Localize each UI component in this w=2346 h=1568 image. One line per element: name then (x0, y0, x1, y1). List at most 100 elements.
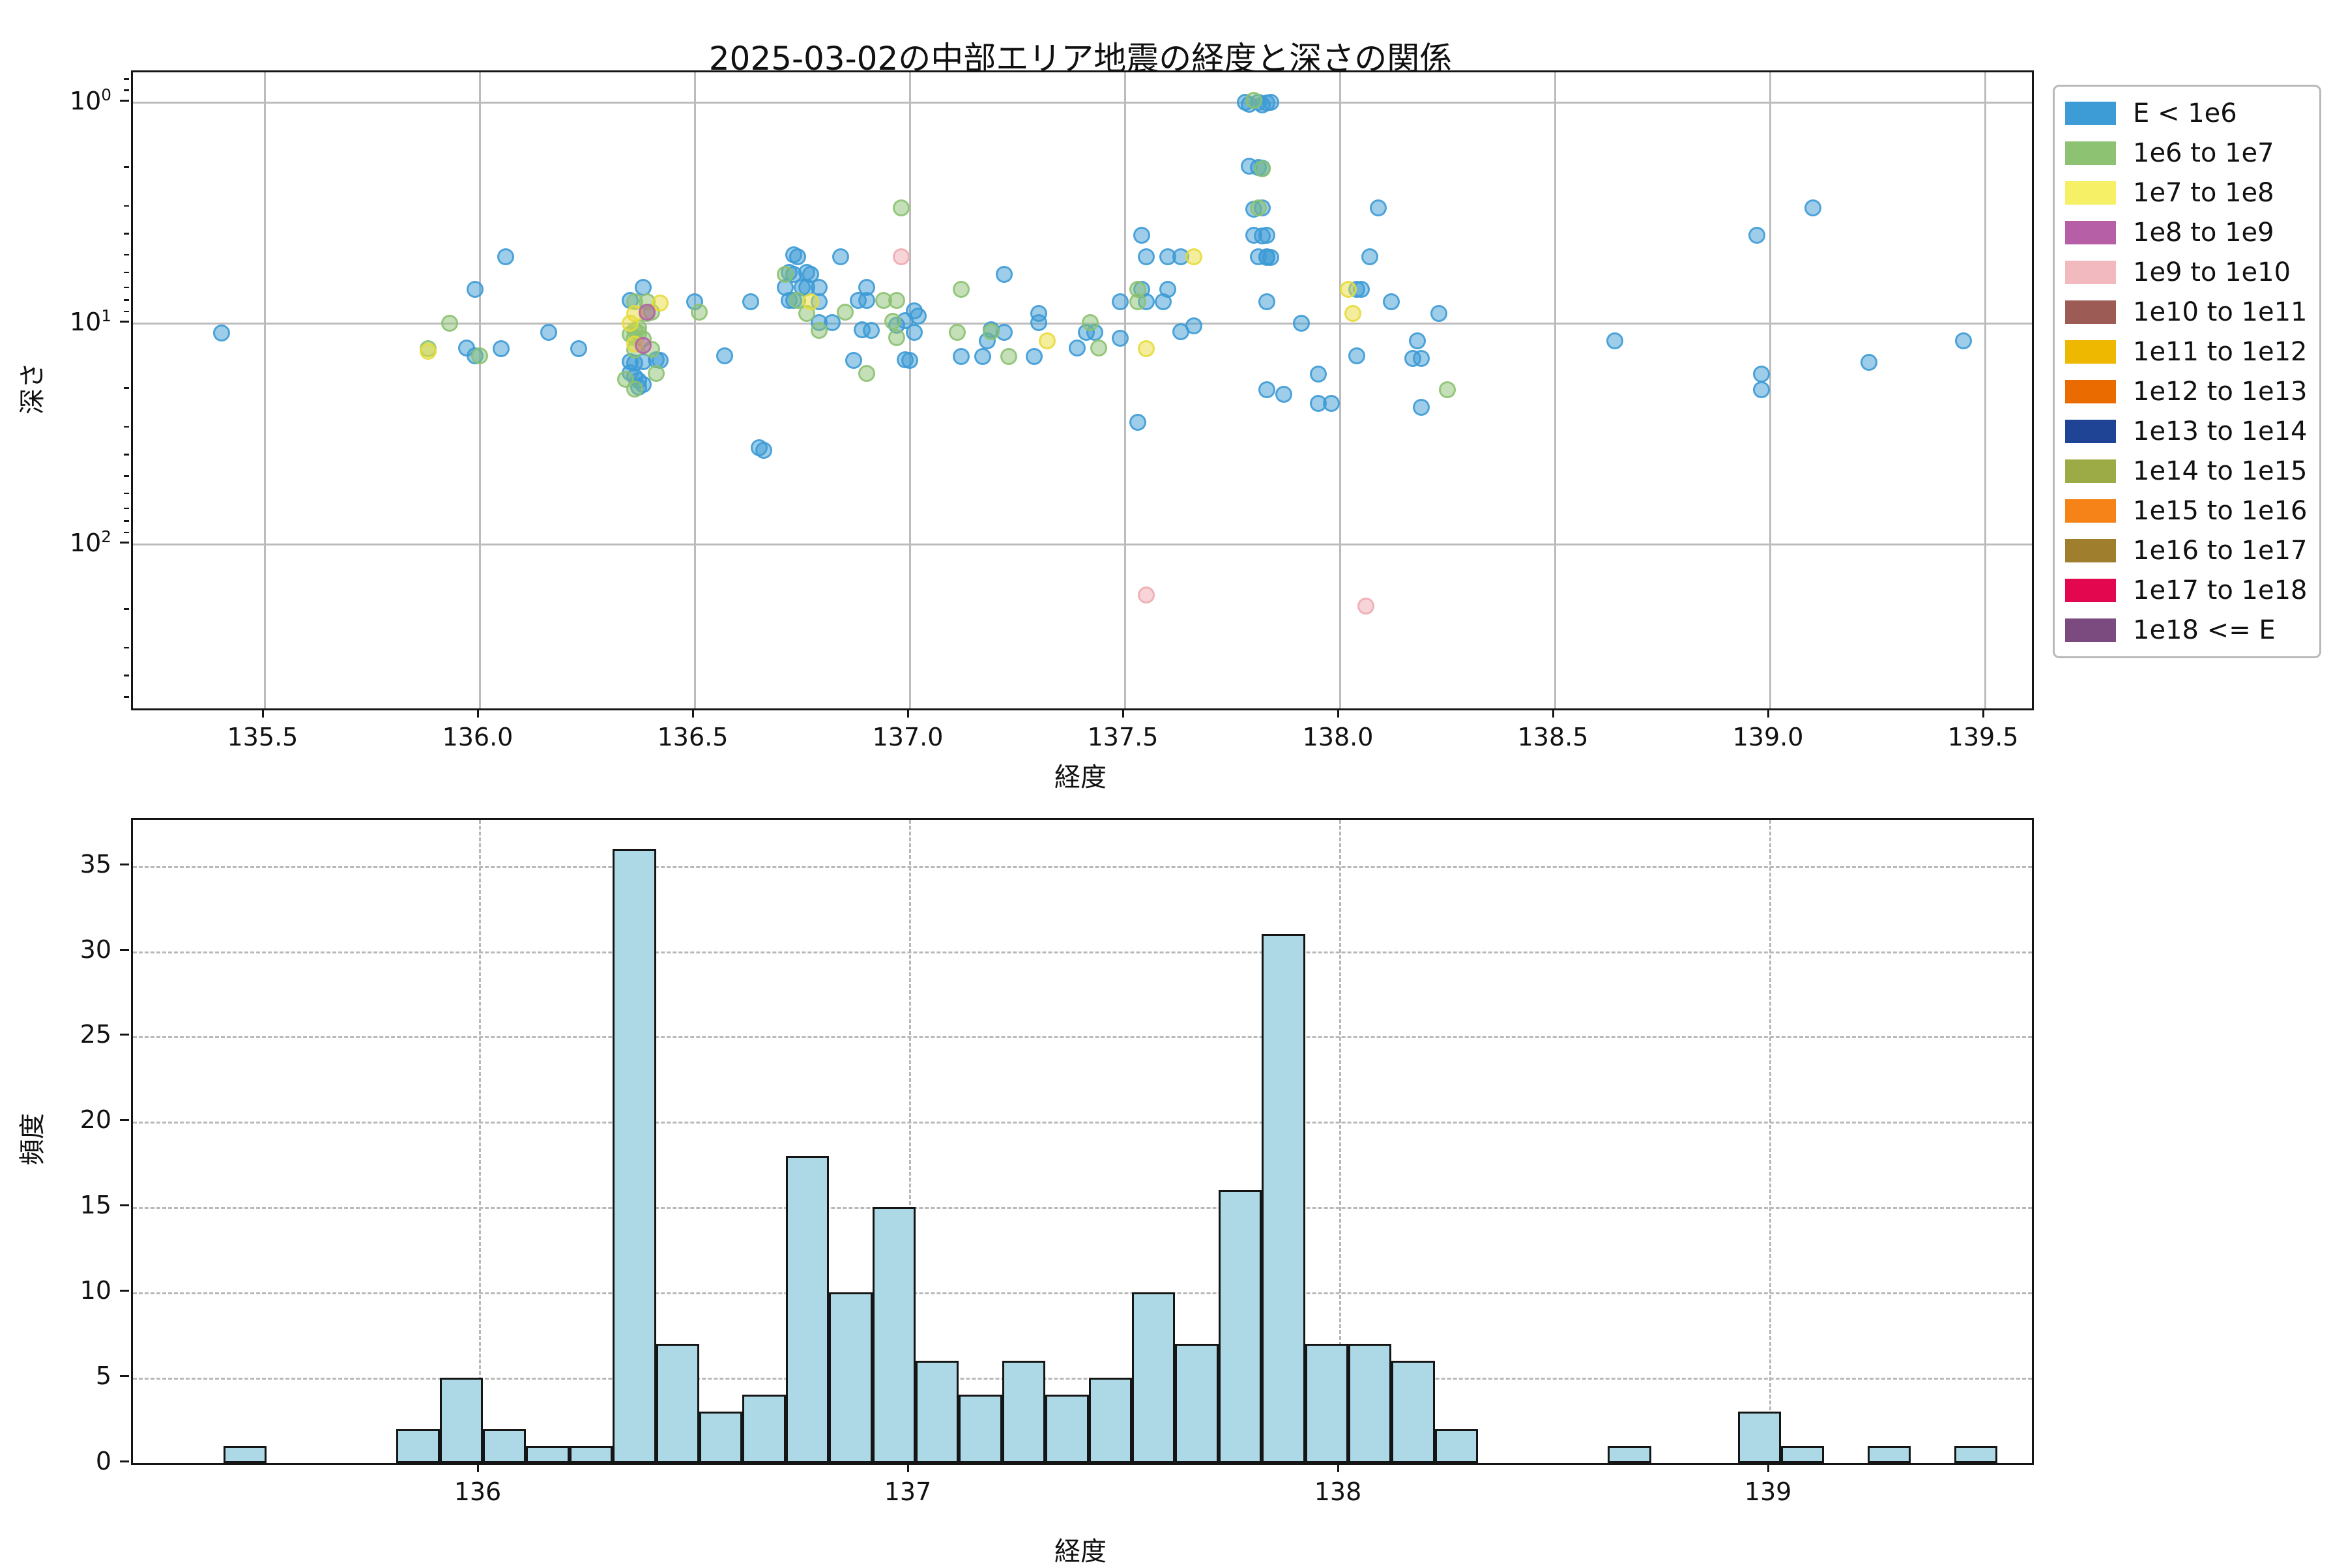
x-tick-mark (1982, 708, 1985, 718)
y-minor-tick-mark (124, 426, 129, 428)
scatter-point (716, 347, 734, 364)
y-minor-tick-mark (124, 78, 129, 80)
histogram-bar (1608, 1445, 1651, 1463)
histogram-bar (1002, 1360, 1046, 1463)
hist-y-tick-label: 30 (80, 935, 111, 964)
scatter-point (1292, 315, 1310, 332)
hist-y-gridline (133, 865, 2032, 868)
y-minor-tick-mark (124, 475, 129, 477)
x-gridline (1769, 72, 1772, 708)
scatter-point (1039, 332, 1056, 349)
hist-y-gridline (133, 1378, 2032, 1380)
legend-item-label: 1e13 to 1e14 (2133, 416, 2308, 446)
y-minor-tick-mark (124, 454, 129, 456)
scatter-point (1185, 317, 1202, 335)
scatter-point (836, 303, 854, 321)
hist-y-tick-label: 35 (80, 849, 111, 878)
legend-item-label: 1e14 to 1e15 (2133, 456, 2308, 486)
scatter-point (1804, 199, 1822, 216)
scatter-point (1752, 366, 1770, 383)
scatter-point (948, 324, 966, 341)
x-gridline (1339, 72, 1342, 708)
scatter-point (1112, 330, 1129, 347)
histogram-bar (1434, 1429, 1479, 1463)
legend-item-label: 1e10 to 1e11 (2133, 297, 2308, 327)
x-tick-label: 138.0 (1302, 723, 1374, 751)
legend-item-label: 1e11 to 1e12 (2133, 336, 2308, 367)
histogram-bar (872, 1207, 916, 1463)
scatter-point (441, 315, 458, 332)
histogram-bar (959, 1395, 1002, 1463)
scatter-xaxis-label: 経度 (1054, 762, 1107, 792)
scatter-point (1112, 293, 1129, 311)
x-gridline (909, 72, 911, 708)
scatter-point (953, 347, 970, 365)
y-tick-mark (120, 100, 129, 102)
x-tick-label: 137.0 (872, 723, 944, 751)
scatter-point (1129, 413, 1146, 431)
scatter-point (832, 248, 850, 265)
scatter-point (1185, 248, 1202, 265)
scatter-point (471, 347, 488, 364)
scatter-point (652, 295, 669, 312)
legend-swatch (2065, 618, 2116, 642)
x-gridline (1984, 72, 1987, 708)
y-minor-tick-mark (124, 387, 129, 389)
legend-item: E < 1e6 (2055, 94, 2319, 132)
x-tick-mark (691, 708, 694, 718)
hist-y-tick-mark (120, 1034, 129, 1036)
hist-x-tick-mark (907, 1463, 909, 1472)
scatter-point (1383, 293, 1400, 311)
scatter-point (901, 351, 918, 369)
histogram-bar (1867, 1445, 1911, 1463)
x-gridline (1124, 72, 1126, 708)
hist-x-gridline (478, 820, 481, 1463)
scatter-point (983, 323, 1000, 340)
y-minor-tick-mark (124, 507, 129, 510)
scatter-point (811, 322, 828, 340)
histogram-bar (1131, 1292, 1176, 1463)
histogram-bar (742, 1395, 786, 1463)
y-gridline (133, 544, 2032, 546)
histogram-bar (1391, 1360, 1435, 1463)
y-minor-tick-mark (124, 89, 129, 91)
legend-item-label: 1e15 to 1e16 (2133, 495, 2308, 526)
scatter-point (639, 303, 656, 321)
histogram-bar (526, 1445, 570, 1463)
y-minor-tick-mark (124, 286, 129, 289)
legend-item: 1e18 <= E (2055, 611, 2319, 649)
hist-x-tick-label: 136 (454, 1477, 502, 1506)
scatter-point (1262, 94, 1280, 111)
histogram-bar (1262, 934, 1305, 1463)
scatter-point (1430, 304, 1447, 322)
hist-y-gridline (133, 1292, 2032, 1295)
legend-item: 1e11 to 1e12 (2055, 333, 2319, 371)
scatter-point (467, 280, 484, 298)
x-gridline (478, 72, 481, 708)
hist-x-gridline (1769, 820, 1772, 1463)
legend-item-label: 1e9 to 1e10 (2133, 257, 2291, 287)
y-tick-label: 101 (69, 306, 111, 336)
scatter-point (1748, 227, 1766, 244)
scatter-point (1026, 347, 1043, 365)
legend-item: 1e13 to 1e14 (2055, 413, 2319, 450)
legend-swatch (2065, 300, 2116, 324)
hist-y-tick-mark (120, 1290, 129, 1292)
x-gridline (693, 72, 696, 708)
scatter-point (1254, 227, 1271, 244)
scatter-point (1439, 381, 1456, 399)
y-tick-label: 102 (69, 527, 111, 557)
scatter-point (858, 365, 875, 383)
hist-x-gridline (1339, 820, 1342, 1463)
scatter-point (497, 248, 514, 265)
scatter-point (858, 279, 875, 297)
legend-item-label: E < 1e6 (2133, 98, 2237, 128)
histogram-bar (223, 1445, 267, 1463)
y-minor-tick-mark (124, 233, 129, 235)
x-tick-label: 136.5 (657, 723, 729, 751)
scatter-point (892, 248, 910, 265)
legend-swatch (2065, 101, 2116, 125)
scatter-point (1752, 381, 1770, 399)
x-gridline (263, 72, 266, 708)
x-tick-label: 136.0 (442, 723, 514, 751)
